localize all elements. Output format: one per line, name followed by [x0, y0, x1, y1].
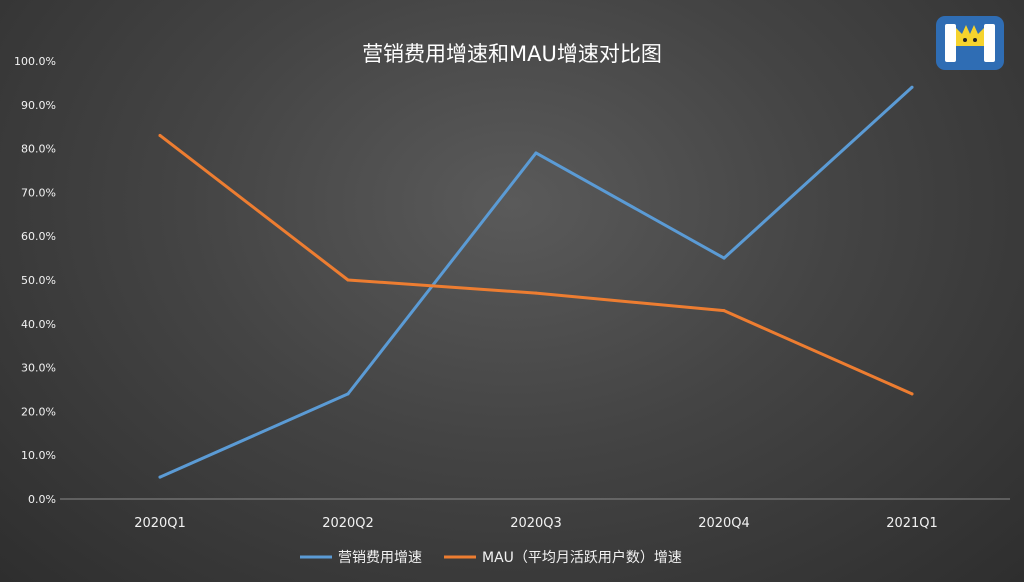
y-tick-label: 10.0% — [21, 449, 56, 462]
series-1-point — [534, 151, 538, 155]
x-tick-label: 2020Q2 — [322, 516, 374, 531]
x-axis-ticks: 2020Q1 2020Q2 2020Q3 2020Q4 2021Q1 — [134, 516, 938, 531]
x-tick-label: 2020Q1 — [134, 516, 186, 531]
series-2-point — [722, 309, 726, 313]
series-2-point — [534, 291, 538, 295]
series-1-point — [722, 256, 726, 260]
y-tick-label: 80.0% — [21, 143, 56, 156]
x-tick-label: 2020Q4 — [698, 516, 750, 531]
series-1-point — [910, 85, 914, 89]
y-tick-label: 100.0% — [14, 55, 56, 68]
series-line-1 — [158, 85, 914, 479]
y-axis-ticks: 0.0% 10.0% 20.0% 30.0% 40.0% 50.0% 60.0% 70.0% 8… — [14, 55, 56, 506]
legend: 营销费用增速 MAU（平均月活跃用户数）增速 — [300, 549, 682, 566]
series-1-point — [158, 475, 162, 479]
x-tick-label: 2021Q1 — [886, 516, 938, 531]
chart-title: 营销费用增速和MAU增速对比图 — [362, 42, 662, 66]
series-line-2 — [158, 133, 914, 396]
logo-left-pillar — [945, 24, 956, 62]
y-tick-label: 50.0% — [21, 274, 56, 287]
logo-right-pillar — [984, 24, 995, 62]
y-tick-label: 40.0% — [21, 318, 56, 331]
y-tick-label: 0.0% — [28, 493, 56, 506]
series-layer — [158, 85, 914, 479]
series-2-point — [910, 392, 914, 396]
y-tick-label: 70.0% — [21, 186, 56, 199]
cartoon-mascot-logo — [936, 16, 1004, 70]
y-tick-label: 60.0% — [21, 230, 56, 243]
logo-right-eye — [973, 38, 977, 42]
series-2-point — [346, 278, 350, 282]
legend-label-2: MAU（平均月活跃用户数）增速 — [482, 549, 682, 566]
logo-mascot-head — [956, 25, 984, 46]
y-tick-label: 20.0% — [21, 405, 56, 418]
y-tick-label: 30.0% — [21, 362, 56, 375]
series-2-point — [158, 133, 162, 137]
logo-left-eye — [963, 38, 967, 42]
y-tick-label: 90.0% — [21, 99, 56, 112]
legend-label-1: 营销费用增速 — [338, 550, 422, 566]
x-tick-label: 2020Q3 — [510, 516, 562, 531]
series-1-point — [346, 392, 350, 396]
